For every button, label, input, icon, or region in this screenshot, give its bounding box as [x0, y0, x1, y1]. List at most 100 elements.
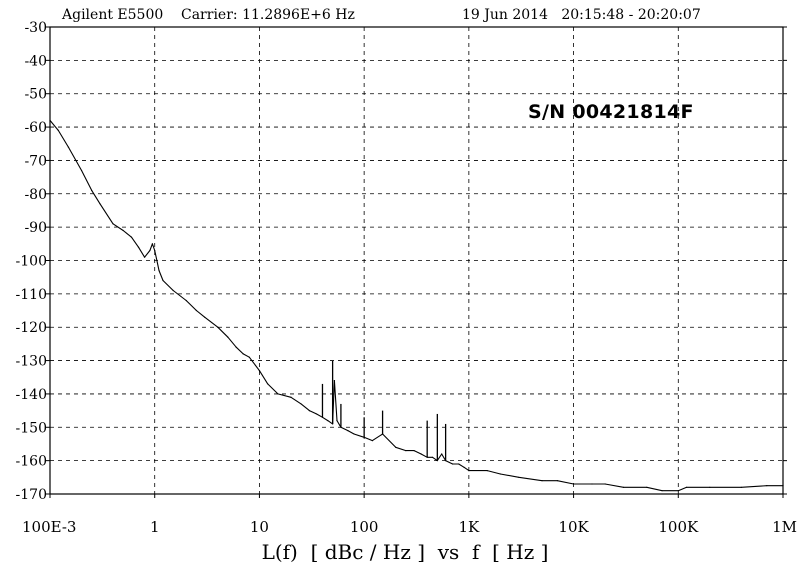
data-point [458, 463, 460, 465]
y-tick-label: -100 [16, 254, 47, 270]
data-point [646, 486, 648, 488]
data-point [431, 456, 434, 458]
data-point [622, 486, 625, 488]
data-point [661, 490, 663, 492]
data-point [468, 470, 470, 472]
data-point [463, 466, 465, 468]
data-point [258, 369, 261, 372]
data-point [217, 326, 219, 328]
data-point [709, 486, 711, 488]
data-point [541, 480, 543, 482]
data-point [195, 309, 197, 312]
data-point [347, 430, 349, 432]
data-point [572, 483, 575, 485]
y-tick-label: -60 [24, 120, 47, 136]
x-tick-label: 10 [250, 518, 269, 536]
data-point [353, 433, 355, 435]
y-tick-label: -110 [16, 287, 47, 303]
data-point [782, 485, 784, 487]
instrument-name: Agilent E5500 [62, 7, 164, 23]
data-point [149, 249, 151, 252]
x-tick-label: 1M [772, 518, 797, 536]
data-point [766, 485, 768, 487]
measurement-date-time: 19 Jun 2014 20:15:48 - 20:20:07 [462, 7, 701, 23]
y-tick-label: -80 [24, 187, 47, 203]
y-tick-label: -140 [16, 387, 47, 403]
data-point [57, 129, 59, 132]
x-tick-label: 10K [558, 518, 589, 536]
serial-number-label: S/N 00421814F [528, 101, 694, 123]
y-tick-label: -120 [16, 320, 47, 336]
data-point [315, 413, 318, 415]
data-point [333, 379, 336, 382]
data-point [227, 336, 229, 338]
data-point [452, 463, 454, 465]
x-tick-label: 1K [458, 518, 480, 536]
y-tick-label: -170 [16, 487, 47, 503]
data-point [290, 396, 292, 398]
data-point [556, 480, 558, 482]
data-point [308, 410, 310, 412]
data-point [327, 420, 329, 422]
data-point [405, 450, 407, 452]
data-point [162, 279, 164, 282]
data-point [143, 256, 146, 258]
y-tick-label: -150 [16, 420, 47, 436]
data-point [158, 269, 160, 272]
data-point [413, 450, 415, 452]
y-tick-label: -90 [24, 220, 47, 236]
data-point [49, 119, 51, 121]
data-point [172, 289, 174, 292]
data-point [67, 146, 70, 148]
data-point [677, 490, 679, 492]
data-point [204, 316, 206, 318]
series-group [49, 119, 784, 492]
data-point [242, 353, 244, 355]
data-point [91, 189, 93, 192]
y-tick-label: -40 [24, 53, 47, 69]
y-tick-label: -30 [24, 20, 47, 36]
grid-lines [50, 27, 783, 494]
data-point [685, 486, 688, 488]
data-point [518, 476, 520, 478]
data-point [420, 453, 422, 455]
data-point [277, 393, 279, 395]
data-point [156, 259, 158, 262]
data-point [235, 346, 237, 348]
data-point [499, 473, 501, 475]
x-axis-ticks: 100E-3 1 10 100 1K 10K 100K 1M [22, 494, 797, 536]
data-point [336, 420, 338, 422]
data-point [80, 169, 83, 172]
data-point [99, 203, 101, 205]
data-point [300, 403, 302, 405]
data-point [591, 483, 593, 485]
x-tick-label: 100E-3 [22, 518, 76, 536]
data-point [130, 236, 133, 238]
data-point [267, 383, 269, 385]
data-point [604, 483, 606, 485]
data-point [248, 356, 250, 358]
y-axis-ticks: -30 -40 -50 -60 -70 -80 -90 -100 -110 -120 -130 -14… [16, 20, 787, 503]
y-tick-label: -130 [16, 354, 47, 370]
x-axis-label-text: L(f) [ dBc / Hz ] vs f [ Hz ] [261, 540, 549, 564]
x-tick-label: 1 [150, 518, 160, 536]
y-tick-label: -70 [24, 153, 47, 169]
carrier-frequency: Carrier: 11.2896E+6 Hz [181, 7, 355, 23]
x-tick-label: 100 [350, 518, 379, 536]
x-tick-label: 100K [658, 518, 699, 536]
data-point [154, 249, 156, 252]
plot-frame [49, 26, 784, 495]
data-point [137, 246, 140, 248]
data-point [185, 299, 187, 302]
data-point [151, 243, 153, 245]
y-tick-label: -160 [16, 454, 47, 470]
data-point [740, 486, 742, 488]
data-point [441, 453, 443, 455]
data-point [395, 446, 397, 448]
y-tick-label: -50 [24, 87, 47, 103]
data-point [112, 223, 114, 225]
data-point [486, 470, 488, 472]
phase-noise-trace [49, 120, 783, 492]
x-axis-label: L(f) [ dBc / Hz ] vs f [ Hz ] [0, 540, 800, 564]
